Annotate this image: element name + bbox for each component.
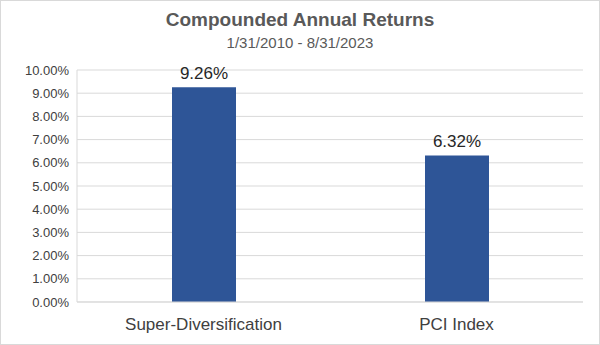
- html-text:Compounded Annual Returns: Compounded Annual Returns: [165, 9, 435, 30]
- html-text:1/31/2010 - 8/31/2023: 1/31/2010 - 8/31/2023: [226, 34, 374, 51]
- svg-text:3.00%: 3.00%: [32, 225, 69, 240]
- svg-text:8.00%: 8.00%: [32, 109, 69, 124]
- svg-text:Super-Diversification: Super-Diversification: [125, 315, 282, 334]
- svg-text:9.00%: 9.00%: [32, 86, 69, 101]
- svg-text:9.26%: 9.26%: [180, 64, 228, 83]
- svg-text:1.00%: 1.00%: [32, 271, 69, 286]
- svg-text:PCI Index: PCI Index: [419, 315, 494, 334]
- svg-text:6.00%: 6.00%: [32, 155, 69, 170]
- svg-text:10.00%: 10.00%: [25, 63, 70, 78]
- svg-text:2.00%: 2.00%: [32, 248, 69, 263]
- svg-text:0.00%: 0.00%: [32, 295, 69, 310]
- svg-text:5.00%: 5.00%: [32, 179, 69, 194]
- svg-text:7.00%: 7.00%: [32, 132, 69, 147]
- svg-text:4.00%: 4.00%: [32, 202, 69, 217]
- svg-text:6.32%: 6.32%: [433, 132, 481, 151]
